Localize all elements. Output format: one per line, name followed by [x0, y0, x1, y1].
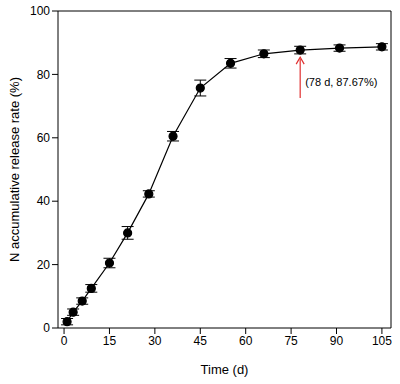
svg-text:60: 60	[37, 131, 51, 145]
svg-text:0: 0	[61, 334, 68, 348]
svg-text:100: 100	[30, 4, 50, 18]
svg-text:30: 30	[148, 334, 162, 348]
svg-text:(78 d, 87.67%): (78 d, 87.67%)	[305, 76, 377, 88]
svg-text:105: 105	[372, 334, 392, 348]
svg-text:Time (d): Time (d)	[201, 362, 249, 377]
svg-text:60: 60	[239, 334, 253, 348]
svg-text:20: 20	[37, 258, 51, 272]
svg-text:0: 0	[43, 321, 50, 335]
svg-text:90: 90	[330, 334, 344, 348]
svg-text:15: 15	[103, 334, 117, 348]
svg-text:N accumulative release rate (%: N accumulative release rate (%)	[8, 77, 22, 262]
svg-text:80: 80	[37, 68, 51, 82]
svg-text:75: 75	[284, 334, 298, 348]
svg-text:40: 40	[37, 194, 51, 208]
svg-text:45: 45	[194, 334, 208, 348]
